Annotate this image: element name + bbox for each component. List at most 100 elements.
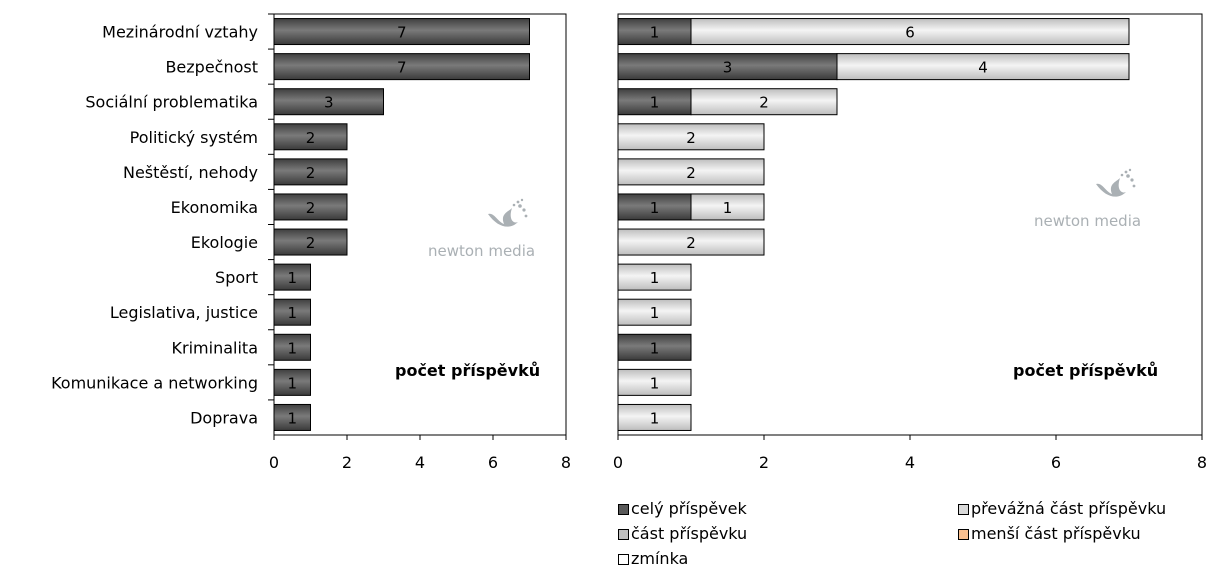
stacked-bar-segment <box>617 368 692 396</box>
segment-value-label: 1 <box>650 24 660 42</box>
bar <box>273 263 311 291</box>
left-watermark: newton media <box>428 198 535 260</box>
bar-value-label: 1 <box>287 304 297 322</box>
bar <box>273 53 530 81</box>
bar-value-label: 2 <box>306 234 316 252</box>
left-tick-label: 4 <box>415 453 425 472</box>
legend-item-cast: část příspěvku <box>618 525 747 543</box>
legend-swatch <box>618 554 629 565</box>
stacked-bar-segment <box>690 18 1130 46</box>
stacked-bar-segment <box>690 193 765 221</box>
right-tick-label: 4 <box>905 453 915 472</box>
right-watermark-text: newton media <box>1034 212 1141 230</box>
legend-swatch <box>958 504 969 515</box>
right-annotation: počet příspěvků <box>1013 361 1158 380</box>
right-tick-label: 8 <box>1197 453 1207 472</box>
category-label: Ekologie <box>191 233 258 252</box>
stacked-bar-segment <box>617 158 765 186</box>
segment-value-label: 1 <box>650 304 660 322</box>
left-category-labels: Mezinárodní vztahy Bezpečnost Sociální pro… <box>51 13 274 427</box>
bar-value-label: 2 <box>306 199 316 217</box>
category-label: Doprava <box>190 408 258 427</box>
newton-media-logo-icon <box>1096 168 1136 197</box>
legend-label: celý příspěvek <box>631 499 747 518</box>
stacked-bar-segment <box>690 88 838 116</box>
legend-swatch <box>958 529 969 540</box>
legend-swatch <box>618 504 629 515</box>
stacked-bar-segment <box>617 298 692 326</box>
stacked-bar-segment <box>617 88 692 116</box>
segment-value-label: 6 <box>905 24 915 42</box>
bar-value-label: 1 <box>287 409 297 427</box>
segment-value-label: 1 <box>650 199 660 217</box>
legend-item-zminka: zmínka <box>618 550 688 568</box>
segment-value-label: 1 <box>650 339 660 357</box>
segment-value-label: 1 <box>723 199 733 217</box>
legend-label: část příspěvku <box>631 524 748 543</box>
segment-value-label: 2 <box>686 164 696 182</box>
bar-value-label: 2 <box>306 164 316 182</box>
right-tick-label: 6 <box>1051 453 1061 472</box>
newton-media-logo-icon <box>488 198 528 227</box>
segment-value-label: 3 <box>723 59 733 77</box>
bar-value-label: 7 <box>397 59 407 77</box>
right-watermark: newton media <box>1034 168 1141 230</box>
category-label: Mezinárodní vztahy <box>102 23 258 42</box>
bar <box>273 368 311 396</box>
category-label: Kriminalita <box>172 338 258 357</box>
category-label: Sport <box>215 268 258 287</box>
category-label: Neštěstí, nehody <box>123 163 258 182</box>
left-watermark-text: newton media <box>428 242 535 260</box>
category-label: Legislativa, justice <box>110 303 258 322</box>
segment-value-label: 1 <box>650 374 660 392</box>
bar-value-label: 1 <box>287 339 297 357</box>
right-tick-label: 0 <box>613 453 623 472</box>
bar <box>273 228 348 256</box>
legend-item-mensi: menší část příspěvku <box>958 525 1141 543</box>
stacked-bar-segment <box>617 193 692 221</box>
legend-label: zmínka <box>631 549 689 568</box>
stacked-bar-segment <box>617 228 765 256</box>
stacked-bar-segment <box>617 263 692 291</box>
right-bars: 1 6 3 4 1 2 2 2 1 1 2 1 1 1 1 1 <box>617 18 1130 431</box>
stacked-bar-segment <box>617 403 692 431</box>
bar-value-label: 7 <box>397 24 407 42</box>
stacked-bar-segment <box>617 333 692 361</box>
segment-value-label: 2 <box>686 129 696 147</box>
bar <box>273 333 311 361</box>
segment-value-label: 1 <box>650 269 660 287</box>
left-tick-label: 6 <box>488 453 498 472</box>
legend-item-prevazna: převážná část příspěvku <box>958 500 1166 518</box>
bar <box>273 88 384 116</box>
left-annotation: počet příspěvků <box>395 361 540 380</box>
bar <box>273 158 348 186</box>
stacked-bar-segment <box>617 18 692 46</box>
bar-value-label: 2 <box>306 129 316 147</box>
right-x-axis: 0 2 4 6 8 <box>613 434 1207 472</box>
bar-value-label: 1 <box>287 374 297 392</box>
legend-label: menší část příspěvku <box>971 524 1141 543</box>
bar <box>273 298 311 326</box>
stacked-bar-segment <box>617 123 765 151</box>
legend-label: převážná část příspěvku <box>971 499 1167 518</box>
segment-value-label: 1 <box>650 409 660 427</box>
bar <box>273 123 348 151</box>
left-tick-label: 0 <box>269 453 279 472</box>
right-chart: 1 6 3 4 1 2 2 2 1 1 2 1 1 1 1 1 0 2 4 6 8 newton media poče… <box>613 13 1207 472</box>
segment-value-label: 4 <box>978 59 988 77</box>
bar <box>273 193 348 221</box>
legend-item-cely: celý příspěvek <box>618 500 747 518</box>
left-x-axis: 0 2 4 6 8 <box>269 434 571 472</box>
bar <box>273 18 530 46</box>
left-chart: Mezinárodní vztahy Bezpečnost Sociální pro… <box>51 13 571 472</box>
segment-value-label: 2 <box>759 94 769 112</box>
category-label: Politický systém <box>130 128 258 147</box>
legend-swatch <box>618 529 629 540</box>
category-label: Komunikace a networking <box>51 373 258 392</box>
segment-value-label: 2 <box>686 234 696 252</box>
category-label: Ekonomika <box>171 198 258 217</box>
bar-value-label: 1 <box>287 269 297 287</box>
left-tick-label: 8 <box>561 453 571 472</box>
